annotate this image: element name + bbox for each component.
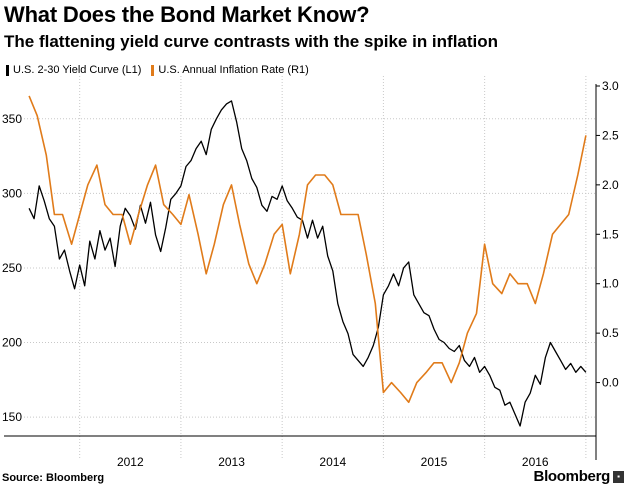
legend-item-yield-curve: U.S. 2-30 Yield Curve (L1)	[6, 64, 141, 76]
legend-label-inflation: U.S. Annual Inflation Rate (R1)	[158, 64, 309, 76]
legend-swatch-inflation	[151, 64, 155, 76]
y-right-tick-label: 1.5	[602, 227, 619, 241]
y-right-tick-label: 2.0	[602, 178, 619, 192]
y-right-tick-label: 0.0	[602, 376, 619, 390]
y-right-tick-label: 1.0	[602, 277, 619, 291]
y-left-tick-label: 250	[2, 261, 22, 275]
y-left-tick-label: 200	[2, 336, 22, 350]
y-left-tick-label: 150	[2, 410, 22, 424]
chart-title: What Does the Bond Market Know?	[4, 2, 370, 27]
brand-badge-icon: ▪	[613, 471, 624, 483]
x-tick-label: 2013	[218, 455, 245, 469]
y-right-tick-label: 0.5	[602, 326, 619, 340]
x-tick-label: 2016	[522, 455, 549, 469]
x-tick-label: 2015	[421, 455, 448, 469]
series-line-yield-curve	[28, 100, 587, 427]
x-tick-label: 2012	[117, 455, 144, 469]
y-right-tick-label: 3.0	[602, 79, 619, 93]
brand-logo: Bloomberg	[533, 468, 611, 485]
chart-subtitle: The flattening yield curve contrasts wit…	[4, 32, 499, 51]
y-right-tick-label: 2.5	[602, 128, 619, 142]
y-left-tick-label: 350	[2, 112, 22, 126]
legend-swatch-yield-curve	[6, 64, 9, 76]
legend-label-yield-curve: U.S. 2-30 Yield Curve (L1)	[13, 64, 142, 76]
series-line-inflation	[28, 95, 587, 404]
x-tick-label: 2014	[319, 455, 346, 469]
source-note: Source: Bloomberg	[2, 472, 105, 484]
y-left-tick-label: 300	[2, 186, 22, 200]
chart-legend: U.S. 2-30 Yield Curve (L1) U.S. Annual I…	[6, 64, 309, 76]
legend-item-inflation: U.S. Annual Inflation Rate (R1)	[151, 64, 309, 76]
